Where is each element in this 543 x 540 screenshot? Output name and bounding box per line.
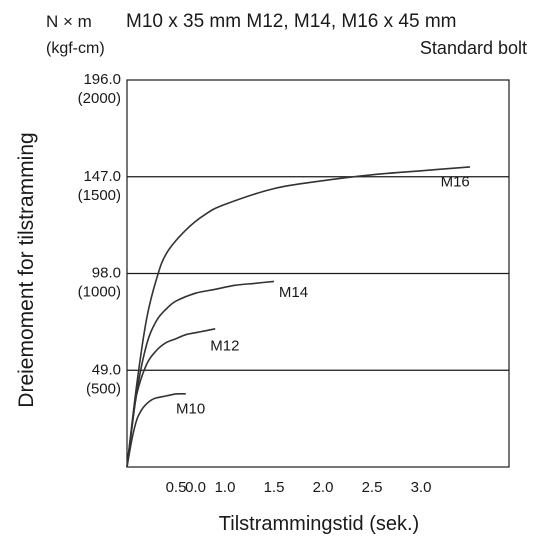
x-tick-label: 1.5 — [264, 479, 285, 496]
chart-title: M10 x 35 mm M12, M14, M16 x 45 mm — [126, 11, 457, 32]
y-axis-title: Dreiemoment for tilstramming — [15, 132, 38, 407]
x-tick-label: 1.0 — [215, 479, 236, 496]
series-line-m16 — [126, 166, 471, 468]
x-tick-labels: 0.50.0 1.0 1.5 2.0 2.5 3.0 — [166, 479, 432, 496]
unit-top-label: N × m — [46, 12, 92, 31]
series-lines — [126, 166, 471, 468]
series-labels: M16 M14 M12 M10 — [176, 174, 470, 418]
y-tick-sublabel: (500) — [86, 380, 121, 397]
series-label-m16: M16 — [441, 174, 470, 191]
series-line-m14 — [126, 280, 275, 468]
x-tick-label: 0.5 — [166, 479, 187, 496]
series-line-m12 — [126, 328, 216, 468]
series-label-m12: M12 — [210, 338, 239, 355]
y-tick-label: 196.0 — [83, 71, 121, 88]
y-tick-label: 147.0 — [83, 168, 121, 185]
gridlines — [127, 176, 509, 371]
chart-subtitle: Standard bolt — [420, 38, 527, 58]
series-label-m14: M14 — [279, 284, 308, 301]
x-tick-label: 2.0 — [313, 479, 334, 496]
unit-bottom-label: (kgf-cm) — [46, 40, 105, 57]
x-tick-label: 2.5 — [362, 479, 383, 496]
series-label-m10: M10 — [176, 401, 205, 418]
y-tick-sublabel: (2000) — [78, 90, 121, 107]
y-tick-sublabel: (1000) — [78, 284, 121, 301]
y-tick-sublabel: (1500) — [78, 187, 121, 204]
y-tick-label: 49.0 — [92, 361, 121, 378]
y-tick-labels: 196.0 (2000) 147.0 (1500) 98.0 (1000) 49.0 (500… — [78, 71, 121, 397]
series-line-m10 — [126, 392, 186, 468]
x-tick-label: 3.0 — [411, 479, 432, 496]
x-axis-title: Tilstrammingstid (sek.) — [219, 513, 419, 535]
x-tick-label: 0.0 — [185, 479, 206, 496]
y-tick-label: 98.0 — [92, 265, 121, 282]
